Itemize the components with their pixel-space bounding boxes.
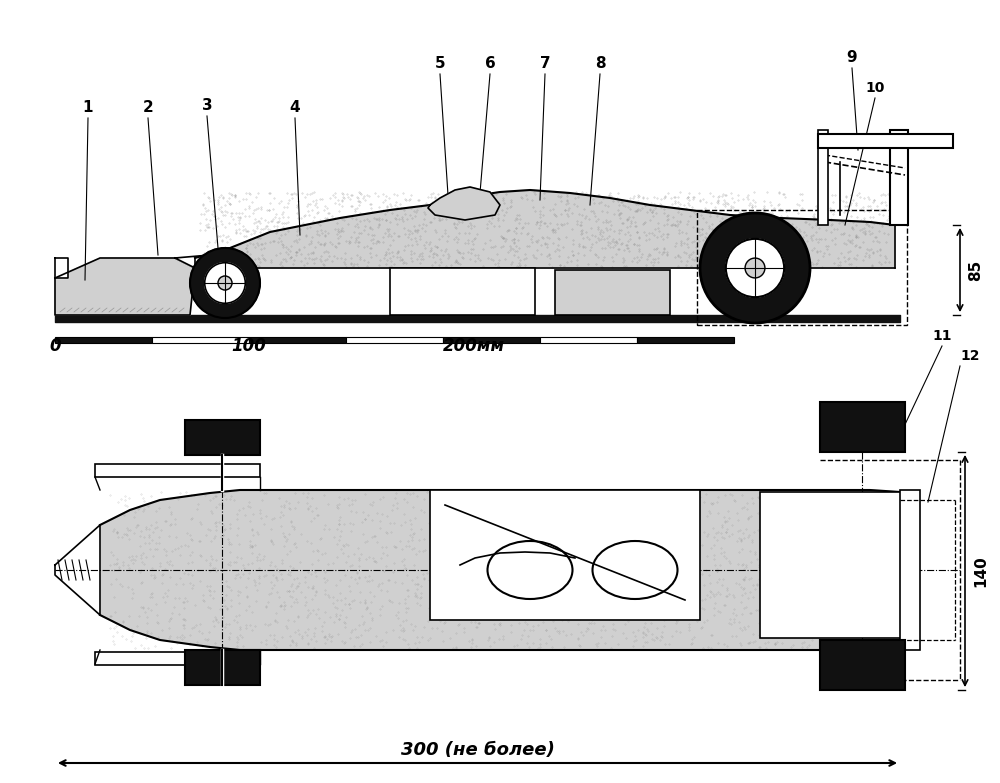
Text: 6: 6 — [485, 56, 495, 71]
Circle shape — [190, 248, 260, 318]
Bar — [185, 420, 260, 455]
Text: 100: 100 — [232, 337, 266, 355]
Text: 200мм: 200мм — [443, 337, 505, 355]
Bar — [900, 490, 920, 650]
Text: 140: 140 — [973, 555, 988, 587]
Bar — [95, 652, 260, 665]
Text: 12: 12 — [960, 349, 980, 363]
Text: 1: 1 — [83, 100, 93, 115]
Text: 11: 11 — [932, 329, 952, 343]
Text: 9: 9 — [847, 50, 857, 65]
Polygon shape — [100, 490, 900, 650]
Text: 5: 5 — [435, 56, 445, 71]
Bar — [760, 492, 905, 638]
Polygon shape — [55, 258, 195, 315]
Bar — [55, 337, 152, 343]
Text: 4: 4 — [290, 100, 300, 115]
Text: 8: 8 — [595, 56, 605, 71]
Polygon shape — [175, 255, 230, 268]
Text: 0: 0 — [49, 337, 61, 355]
Text: 85: 85 — [968, 259, 983, 280]
Bar — [390, 268, 535, 315]
Polygon shape — [55, 525, 100, 615]
Polygon shape — [55, 258, 68, 278]
Bar — [430, 490, 700, 620]
Text: 7: 7 — [540, 56, 550, 71]
Bar — [637, 337, 734, 343]
Text: 3: 3 — [202, 98, 212, 113]
Bar — [555, 270, 670, 315]
Circle shape — [218, 276, 232, 290]
Bar — [540, 337, 637, 343]
Text: 2: 2 — [143, 100, 153, 115]
Circle shape — [205, 263, 245, 303]
Bar — [820, 640, 905, 690]
Circle shape — [745, 258, 765, 278]
Bar — [818, 134, 953, 148]
Bar — [820, 402, 905, 452]
Bar — [890, 130, 908, 225]
Bar — [443, 337, 540, 343]
Text: 300 (не более): 300 (не более) — [401, 741, 555, 759]
Bar — [697, 210, 907, 325]
Circle shape — [726, 239, 784, 298]
Bar — [152, 337, 249, 343]
Bar — [185, 650, 260, 685]
Circle shape — [700, 213, 810, 323]
Text: 10: 10 — [865, 81, 885, 95]
Polygon shape — [195, 190, 895, 268]
Bar — [818, 130, 828, 225]
Bar — [95, 464, 260, 477]
Polygon shape — [428, 187, 500, 220]
Bar — [346, 337, 443, 343]
Bar — [249, 337, 346, 343]
